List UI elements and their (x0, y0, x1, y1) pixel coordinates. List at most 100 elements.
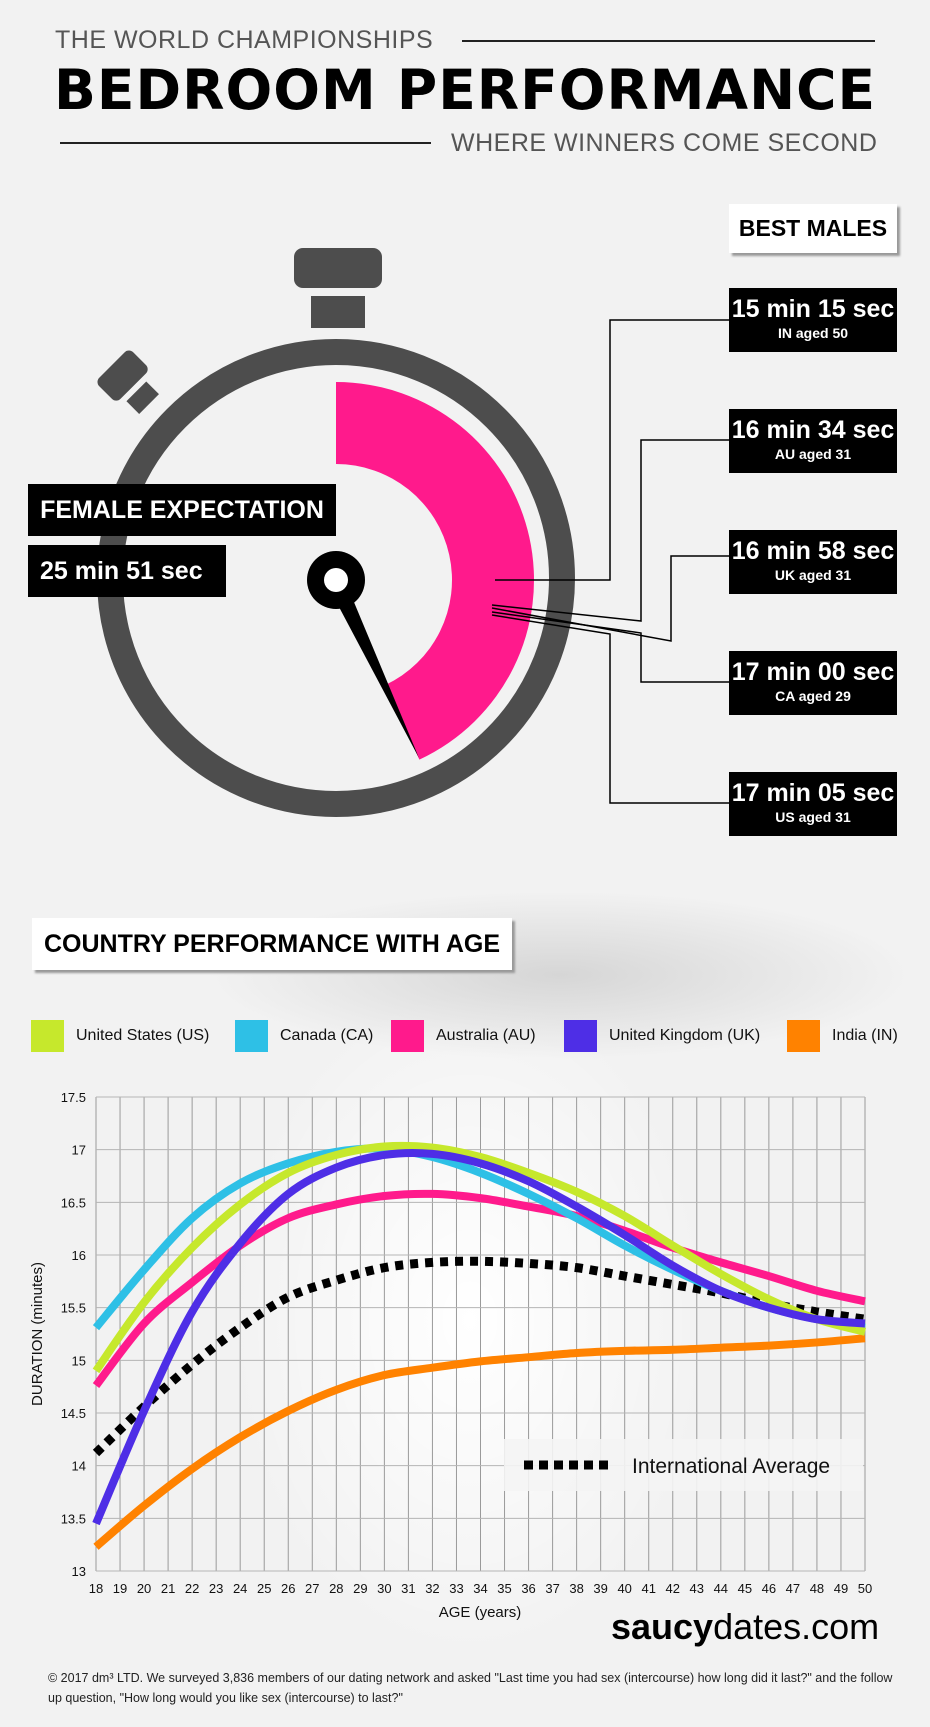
x-tick-label: 50 (858, 1581, 872, 1596)
x-tick-label: 49 (834, 1581, 848, 1596)
x-tick-label: 23 (209, 1581, 223, 1596)
y-tick-label: 16.5 (61, 1195, 86, 1210)
series-line-australia-au (92, 1189, 866, 1389)
x-tick-label: 47 (786, 1581, 800, 1596)
y-axis-label: DURATION (minutes) (29, 1262, 46, 1406)
x-tick-label: 28 (329, 1581, 343, 1596)
x-tick-label: 36 (521, 1581, 535, 1596)
x-tick-label: 40 (617, 1581, 631, 1596)
best-males-title: BEST MALES (729, 204, 897, 253)
female-expectation-label: FEMALE EXPECTATION (28, 484, 336, 536)
y-tick-label: 13 (72, 1564, 86, 1579)
y-tick-label: 14.5 (61, 1406, 86, 1421)
brand-bold: saucy (611, 1606, 714, 1647)
best-male-card: 15 min 15 sec IN aged 50 (729, 288, 897, 352)
x-axis-label: AGE (years) (439, 1604, 522, 1621)
best-male-time: 17 min 00 sec (731, 658, 895, 686)
avg-legend-label: International Average (632, 1455, 830, 1478)
x-tick-label: 39 (593, 1581, 607, 1596)
legend-item-uk: United Kingdom (UK) (564, 1020, 760, 1052)
best-male-who: UK aged 31 (774, 567, 852, 583)
legend-label: India (IN) (832, 1027, 898, 1044)
x-tick-label: 43 (690, 1581, 704, 1596)
series-line-united-kingdom-uk (92, 1148, 866, 1526)
divider (60, 142, 431, 144)
legend-item-ca: Canada (CA) (235, 1020, 373, 1052)
female-expectation-value: 25 min 51 sec (28, 545, 226, 597)
legend-item-us: United States (US) (31, 1020, 209, 1052)
x-tick-label: 20 (137, 1581, 151, 1596)
brand-rest: dates.com (713, 1606, 880, 1647)
footer-note: © 2017 dm³ LTD. We surveyed 3,836 member… (48, 1671, 893, 1705)
stopwatch-stem (311, 296, 365, 328)
best-male-time: 15 min 15 sec (731, 295, 895, 323)
tick-labels: 18 19 20 21 22 23 24 25 26 27 28 29 30 31 32 33 34 35 36 37… (61, 1090, 873, 1596)
y-tick-label: 17 (72, 1143, 86, 1158)
x-tick-label: 34 (473, 1581, 487, 1596)
page-title: BEDROOM PERFORMANCE (54, 58, 877, 122)
legend-item-in: India (IN) (787, 1020, 898, 1052)
best-male-who: US aged 31 (775, 809, 851, 825)
x-tick-label: 37 (545, 1581, 559, 1596)
series-lines (92, 1141, 867, 1550)
y-tick-label: 13.5 (61, 1511, 86, 1526)
x-tick-label: 27 (305, 1581, 319, 1596)
legend-swatch (391, 1020, 424, 1052)
series-line-india-in (93, 1334, 866, 1550)
legend-swatch (235, 1020, 268, 1052)
x-tick-label: 31 (401, 1581, 415, 1596)
series-line-international-average (92, 1256, 866, 1457)
x-tick-label: 24 (233, 1581, 247, 1596)
series-line-united-states-us (92, 1141, 867, 1374)
legend-swatch (787, 1020, 820, 1052)
kicker: THE WORLD CHAMPIONSHIPS (55, 26, 434, 54)
best-male-who: AU aged 31 (774, 446, 852, 462)
brand-logo: saucydates.com (611, 1606, 879, 1648)
avg-legend-box (504, 1439, 863, 1491)
x-tick-label: 42 (666, 1581, 680, 1596)
legend-label: United States (US) (76, 1027, 210, 1044)
leader-lines (491, 319, 729, 804)
x-tick-label: 38 (569, 1581, 583, 1596)
best-male-time: 17 min 05 sec (731, 779, 895, 807)
x-tick-label: 26 (281, 1581, 295, 1596)
best-male-card: 17 min 00 sec CA aged 29 (729, 651, 897, 715)
female-expectation-arc (336, 382, 535, 760)
divider (462, 40, 875, 42)
x-tick-label: 32 (425, 1581, 439, 1596)
legend-item-au: Australia (AU) (391, 1020, 536, 1052)
best-male-who: IN aged 50 (777, 325, 849, 341)
stopwatch-hand (330, 583, 419, 758)
y-tick-label: 15.5 (61, 1301, 86, 1316)
best-male-card: 17 min 05 sec US aged 31 (729, 772, 897, 836)
legend-swatch (564, 1020, 597, 1052)
legend-label: United Kingdom (UK) (609, 1027, 761, 1044)
legend-label: Australia (AU) (436, 1027, 536, 1044)
best-male-time: 16 min 34 sec (731, 416, 895, 444)
y-tick-label: 15 (72, 1353, 86, 1368)
best-male-card: 16 min 34 sec AU aged 31 (729, 409, 897, 473)
line-chart: 18 19 20 21 22 23 24 25 26 27 28 29 30 31 32 33 34 35 36 37… (29, 1090, 873, 1621)
best-male-time: 16 min 58 sec (731, 537, 895, 565)
x-tick-label: 29 (353, 1581, 367, 1596)
y-tick-label: 14 (72, 1459, 86, 1474)
stopwatch-hub-hole (324, 568, 348, 592)
x-tick-label: 44 (714, 1581, 728, 1596)
x-tick-label: 33 (449, 1581, 463, 1596)
best-male-card: 16 min 58 sec UK aged 31 (729, 530, 897, 594)
x-tick-label: 25 (257, 1581, 271, 1596)
x-tick-label: 48 (810, 1581, 824, 1596)
legend-swatch (31, 1020, 64, 1052)
x-tick-label: 18 (89, 1581, 103, 1596)
stopwatch-top-button (294, 248, 382, 288)
x-tick-label: 19 (113, 1581, 127, 1596)
y-tick-label: 16 (72, 1248, 86, 1263)
legend-label: Canada (CA) (280, 1027, 374, 1044)
x-tick-label: 35 (497, 1581, 511, 1596)
x-tick-label: 21 (161, 1581, 175, 1596)
stopwatch-side-button (97, 350, 148, 401)
x-tick-label: 46 (762, 1581, 776, 1596)
best-male-who: CA aged 29 (775, 688, 851, 704)
x-tick-label: 22 (185, 1581, 199, 1596)
